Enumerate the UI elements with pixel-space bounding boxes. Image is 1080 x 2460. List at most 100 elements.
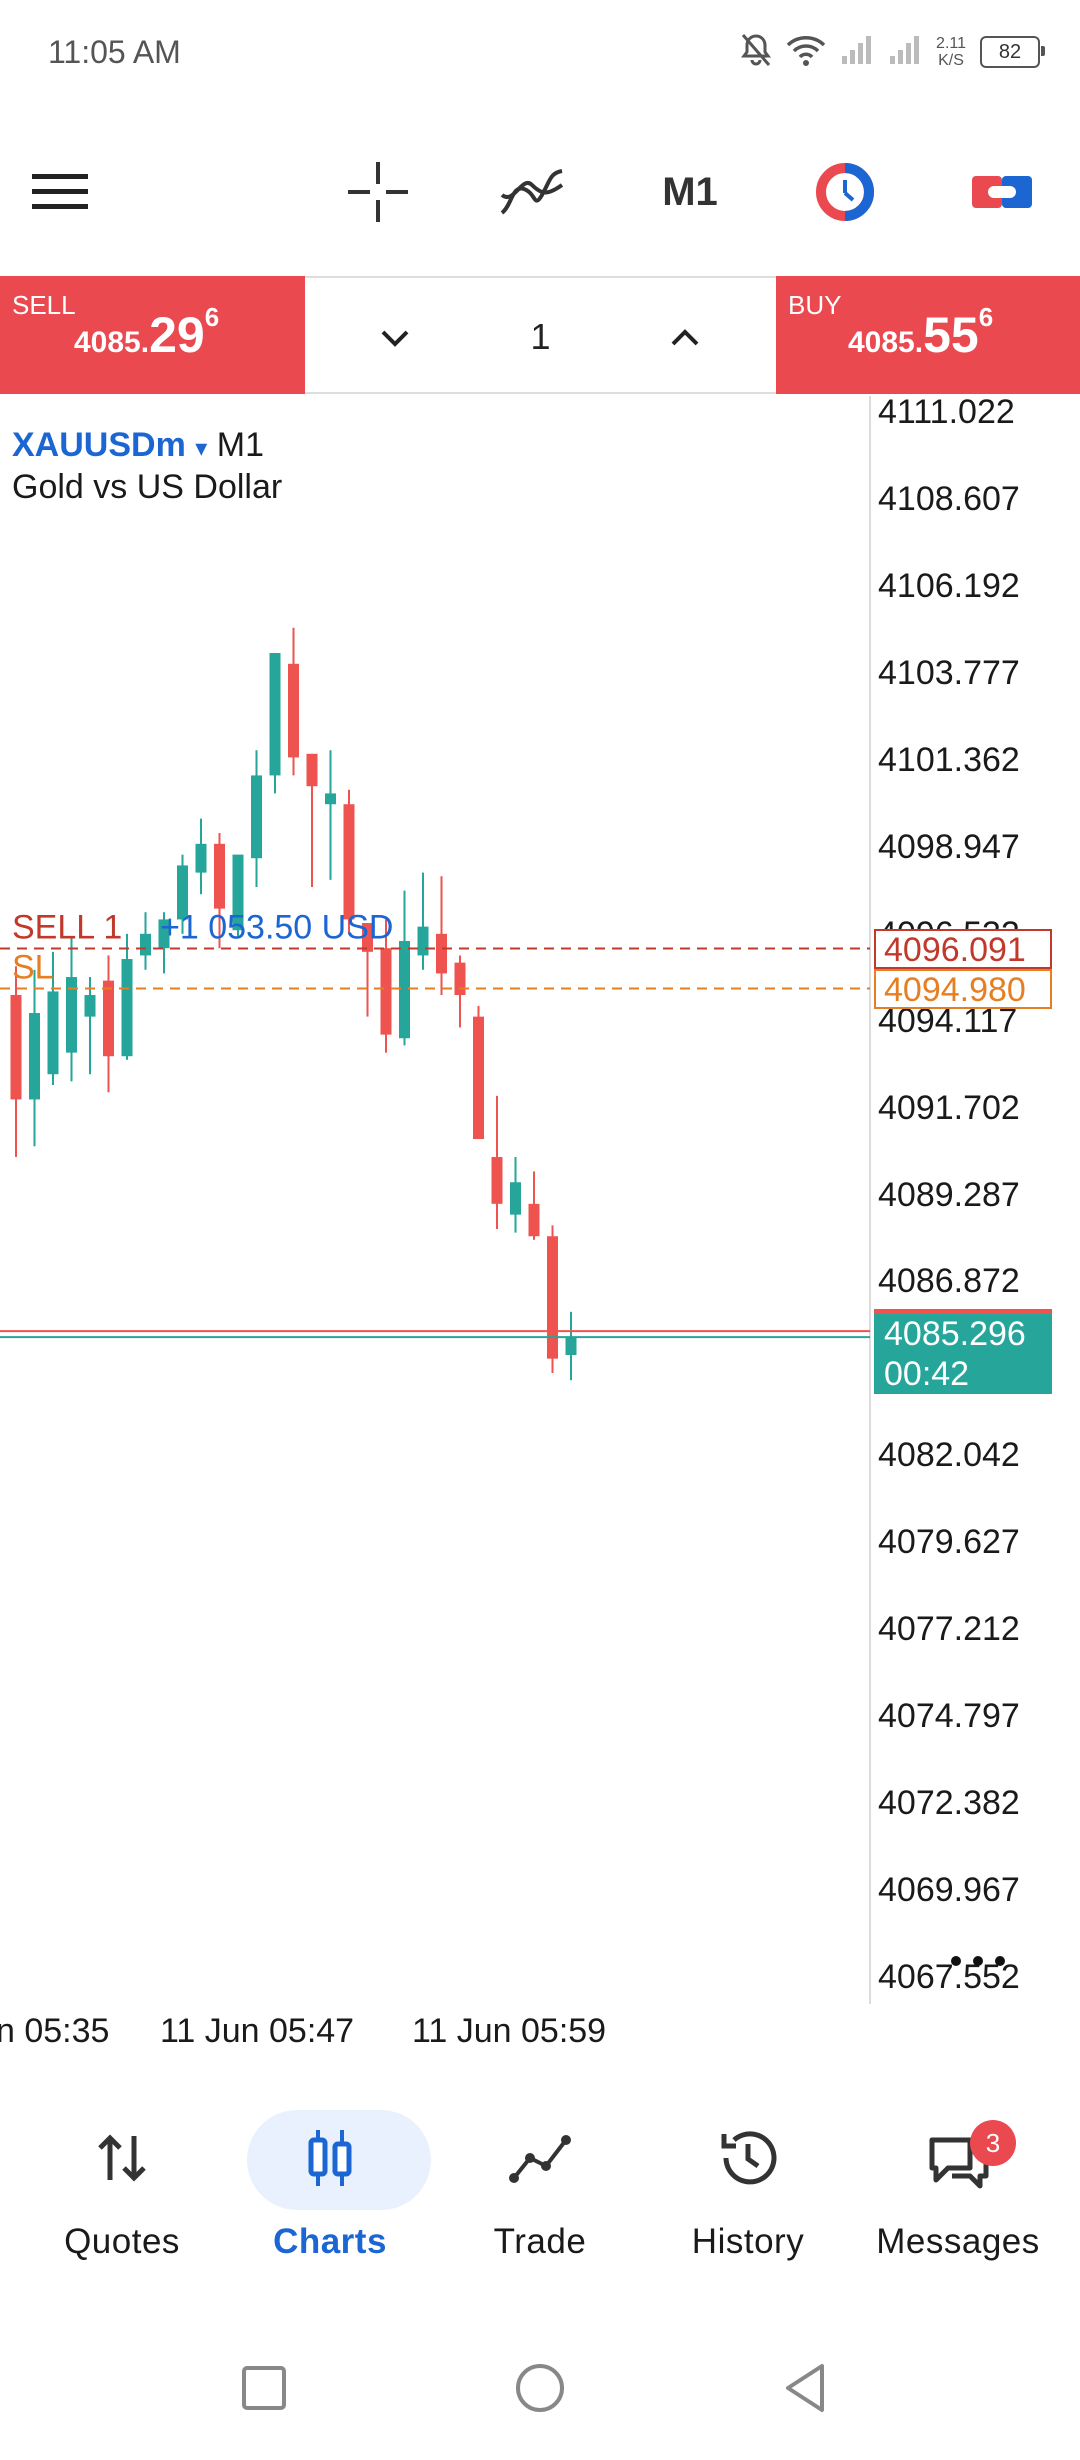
candle-body <box>547 1236 558 1359</box>
lot-size-input[interactable]: 1 <box>530 316 551 357</box>
bottom-navigation: Quotes Charts Trade History 3 Messages <box>0 2110 1080 2270</box>
candle-body <box>343 804 355 920</box>
chart-symbol[interactable]: XAUUSDm ▾ M1 <box>12 426 264 464</box>
home-icon[interactable] <box>514 2362 566 2419</box>
price-tick-label: 4072.382 <box>878 1784 1020 1823</box>
chart-toolbar: M1 <box>0 150 1080 234</box>
candle-body <box>528 1203 540 1237</box>
price-tick-label: 4082.042 <box>878 1436 1020 1475</box>
price-tick-label: 4108.607 <box>878 479 1020 518</box>
sell-label: SELL <box>12 290 76 320</box>
trade-icon <box>432 2120 648 2196</box>
candle-body <box>436 933 447 974</box>
candle-body <box>417 926 429 956</box>
nav-quotes[interactable]: Quotes <box>14 2110 230 2270</box>
crosshair-icon[interactable] <box>338 150 418 234</box>
signal-icon <box>888 34 922 71</box>
candle-body <box>195 843 207 873</box>
nav-charts[interactable]: Charts <box>222 2110 438 2270</box>
order-profit-label: +1 053.50 USD <box>160 909 393 947</box>
order-label: SELL 1 <box>12 909 122 947</box>
candle-body <box>269 653 281 776</box>
chart-timeframe: M1 <box>216 426 264 464</box>
price-tick-label: 4067.552 <box>878 1958 1020 1996</box>
bell-off-icon <box>740 32 772 73</box>
candle-body <box>491 1157 503 1204</box>
candle-body <box>380 948 392 1035</box>
candle-body <box>47 991 59 1075</box>
buy-label: BUY <box>788 290 842 320</box>
system-navigation <box>0 2340 1080 2440</box>
candle-body <box>399 941 410 1039</box>
price-tick-label: 4074.797 <box>878 1697 1020 1736</box>
menu-icon[interactable] <box>20 150 100 234</box>
price-tick-label: 4091.702 <box>878 1088 1020 1127</box>
chevron-down-icon <box>381 330 409 347</box>
current-price-tag: 4085.296 00:42 <box>874 1309 1052 1395</box>
buy-price: 4085.556 <box>848 302 994 363</box>
buy-button[interactable]: BUY 4085.556 <box>776 276 1080 394</box>
candle-body <box>140 933 151 956</box>
price-tick-label: 4101.362 <box>878 740 1020 779</box>
candle-body <box>66 977 77 1053</box>
time-tick-label: 11 Jun 05:47 <box>160 2012 355 2050</box>
stop-loss-label: SL <box>12 949 54 987</box>
sell-price: 4085.296 <box>74 302 220 363</box>
price-tick-label: 4069.967 <box>878 1871 1020 1910</box>
wifi-icon <box>786 33 826 72</box>
time-tick-label: n 05:35 <box>0 2012 110 2050</box>
price-tick-label: 4111.022 <box>878 393 1015 431</box>
candle-body <box>158 919 170 949</box>
price-tick-label: 4086.872 <box>878 1262 1020 1301</box>
candle-body <box>10 995 22 1100</box>
status-icons: 2.11 K/S 82 <box>740 30 1045 74</box>
quotes-icon <box>14 2120 230 2196</box>
chart-canvas[interactable]: SELL 1 +1 053.50 USD SL <box>0 396 1080 2004</box>
candle-body <box>454 962 466 996</box>
candle-body <box>214 843 225 909</box>
price-chart[interactable]: SELL 1 +1 053.50 USD SL XAUUSDm ▾ M1 Gold … <box>0 393 1080 2050</box>
candle-body <box>29 1013 40 1100</box>
stop-loss-price-tag: 4094.980 <box>874 968 1052 1009</box>
color-wheel-icon[interactable] <box>805 150 885 234</box>
timeframe-selector[interactable]: M1 <box>640 150 740 234</box>
increase-lot-button[interactable] <box>655 308 715 368</box>
candle-body <box>251 775 262 859</box>
timeframe-label: M1 <box>662 169 718 214</box>
more-options-icon[interactable] <box>946 1951 1016 1971</box>
candle-body <box>232 854 244 931</box>
decrease-lot-button[interactable] <box>365 308 425 368</box>
price-tick-label: 4089.287 <box>878 1175 1020 1214</box>
network-speed: 2.11 K/S <box>936 35 966 69</box>
candle-body <box>103 980 114 1057</box>
nav-history[interactable]: History <box>640 2110 856 2270</box>
price-tick-label: 4077.212 <box>878 1610 1020 1649</box>
price-tick-label: 4103.777 <box>878 653 1020 692</box>
nav-trade[interactable]: Trade <box>432 2110 648 2270</box>
candle-body <box>177 865 188 920</box>
current-price-value: 4085.296 <box>884 1315 1026 1354</box>
candle-body <box>306 753 318 787</box>
candle-body <box>565 1337 577 1356</box>
battery-icon: 82 <box>980 36 1045 68</box>
messages-badge: 3 <box>970 2120 1016 2166</box>
status-time: 11:05 AM <box>48 34 181 70</box>
charts-icon <box>222 2120 438 2196</box>
indicators-icon[interactable] <box>492 150 572 234</box>
dropdown-arrow-icon: ▾ <box>195 435 208 462</box>
order-price-tag: 4096.091 <box>874 928 1052 969</box>
history-icon <box>640 2120 856 2196</box>
signal-icon <box>840 34 874 71</box>
nav-messages[interactable]: 3 Messages <box>850 2110 1066 2270</box>
price-tick-label: 4106.192 <box>878 566 1020 605</box>
back-icon[interactable] <box>782 2362 830 2419</box>
recents-icon[interactable] <box>240 2364 288 2417</box>
price-tick-label: 4079.627 <box>878 1523 1020 1562</box>
time-tick-label: 11 Jun 05:59 <box>412 2012 607 2050</box>
sell-button[interactable]: SELL 4085.296 <box>0 276 305 394</box>
messages-icon <box>850 2120 1066 2196</box>
candle-body <box>325 793 336 805</box>
price-tick-label: 4098.947 <box>878 827 1020 866</box>
chevron-up-icon <box>671 329 699 346</box>
trade-toggle-icon[interactable] <box>962 150 1042 234</box>
